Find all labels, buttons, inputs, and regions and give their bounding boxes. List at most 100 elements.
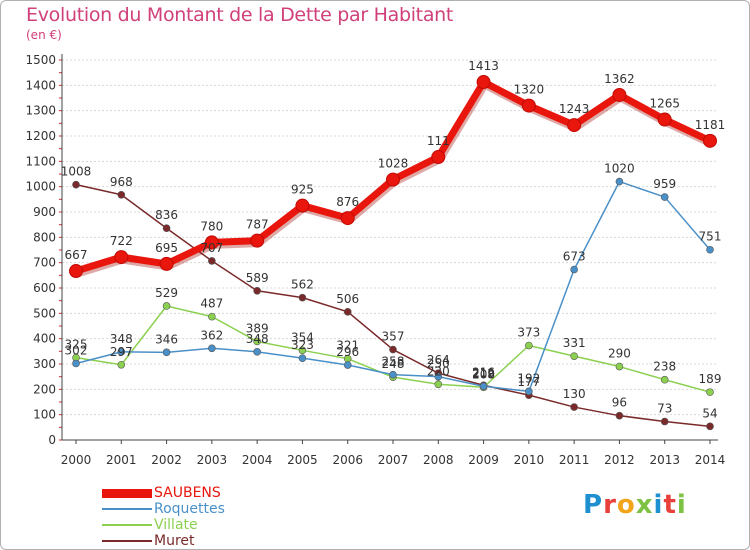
data-label: 836: [155, 208, 178, 222]
y-tick-label: 1200: [25, 129, 56, 143]
data-point: [208, 344, 216, 353]
data-point: [72, 359, 80, 368]
data-point: [657, 112, 672, 127]
data-point: [703, 133, 717, 148]
data-point: [389, 370, 397, 379]
data-label: 1008: [61, 165, 92, 179]
data-label: 667: [65, 248, 88, 262]
data-point: [706, 422, 714, 431]
data-label: 695: [155, 241, 178, 255]
logo-letter: o: [616, 490, 636, 520]
data-point: [570, 265, 578, 274]
data-label: 296: [336, 345, 359, 359]
data-label: 1020: [604, 162, 635, 176]
y-tick-label: 300: [33, 357, 56, 371]
data-point: [162, 302, 171, 310]
data-point: [434, 372, 443, 381]
data-point: [295, 198, 310, 213]
y-tick-label: 100: [33, 408, 56, 422]
data-point: [117, 190, 126, 199]
series-lines: [69, 75, 717, 431]
legend-label-saubens: SAUBENS: [154, 485, 221, 501]
legend-label-villate: Villate: [154, 517, 198, 533]
y-tick-label: 600: [33, 281, 56, 295]
logo-letter: i: [676, 490, 687, 520]
data-label: 707: [200, 241, 223, 255]
x-tick-label: 2011: [559, 453, 590, 467]
data-label: 111: [427, 134, 450, 148]
data-point: [570, 403, 578, 411]
data-point: [570, 352, 578, 360]
data-label: 192: [517, 371, 540, 385]
data-label: 220: [427, 364, 450, 378]
data-point: [69, 264, 83, 279]
y-tick-label: 400: [33, 332, 56, 346]
data-label: 876: [336, 195, 359, 209]
data-point: [431, 150, 446, 165]
x-tick-label: 2012: [604, 453, 635, 467]
data-point: [615, 362, 624, 371]
x-tick-label: 2004: [242, 453, 273, 467]
data-point: [298, 354, 307, 362]
data-label: 348: [246, 332, 269, 346]
data-label: 357: [382, 330, 405, 344]
y-tick-label: 500: [33, 306, 56, 320]
data-label: 1028: [378, 157, 409, 171]
data-label: 389: [246, 321, 269, 335]
data-label: 562: [291, 278, 314, 292]
data-label: 348: [110, 332, 133, 346]
legend-swatch-muret: [102, 540, 152, 542]
data-point: [386, 172, 400, 187]
data-point: [706, 388, 714, 396]
data-point: [525, 341, 533, 350]
data-label: 1413: [468, 59, 499, 73]
data-point: [253, 286, 261, 295]
data-point: [343, 361, 352, 369]
y-tick-label: 900: [33, 205, 56, 219]
data-point: [660, 193, 669, 201]
x-tick-label: 2010: [514, 453, 545, 467]
data-label: 264: [427, 353, 450, 367]
data-point: [117, 348, 126, 356]
legend-label-roquettes: Roquettes: [154, 501, 225, 517]
data-point: [479, 382, 488, 391]
logo-letter: t: [663, 490, 677, 520]
y-tick-label: 1500: [25, 53, 56, 67]
data-label: 968: [110, 175, 133, 189]
data-point: [706, 245, 714, 254]
x-tick-label: 2007: [378, 453, 409, 467]
data-point: [159, 256, 174, 271]
logo-letter: x: [635, 490, 654, 520]
data-point: [389, 345, 397, 354]
data-point: [162, 348, 171, 357]
data-label: 780: [200, 219, 223, 233]
data-label: 189: [699, 372, 722, 386]
x-tick-label: 2008: [423, 453, 454, 467]
data-point: [72, 180, 80, 189]
data-point: [250, 233, 265, 248]
data-label: 96: [612, 396, 627, 410]
data-point: [114, 250, 129, 265]
data-label: 73: [657, 402, 672, 416]
axes: [59, 54, 718, 444]
x-tick-label: 2001: [106, 453, 137, 467]
data-label: 1243: [559, 102, 590, 116]
chart-subtitle: (en €): [26, 28, 62, 42]
data-label: 130: [563, 387, 586, 401]
data-point: [253, 337, 261, 346]
y-tick-label: 0: [48, 433, 56, 447]
data-label: 373: [517, 326, 540, 340]
data-point: [612, 87, 627, 102]
x-tick-label: 2009: [468, 453, 499, 467]
x-tick-label: 2013: [649, 453, 680, 467]
x-tick-label: 2000: [61, 453, 92, 467]
data-label: 216: [472, 365, 495, 379]
data-label: 959: [653, 177, 676, 191]
data-point: [204, 235, 219, 250]
data-label: 362: [200, 328, 223, 342]
data-label: 331: [563, 336, 586, 350]
logo-letter: i: [653, 490, 664, 520]
data-label: 54: [702, 406, 717, 420]
data-point: [476, 75, 491, 90]
